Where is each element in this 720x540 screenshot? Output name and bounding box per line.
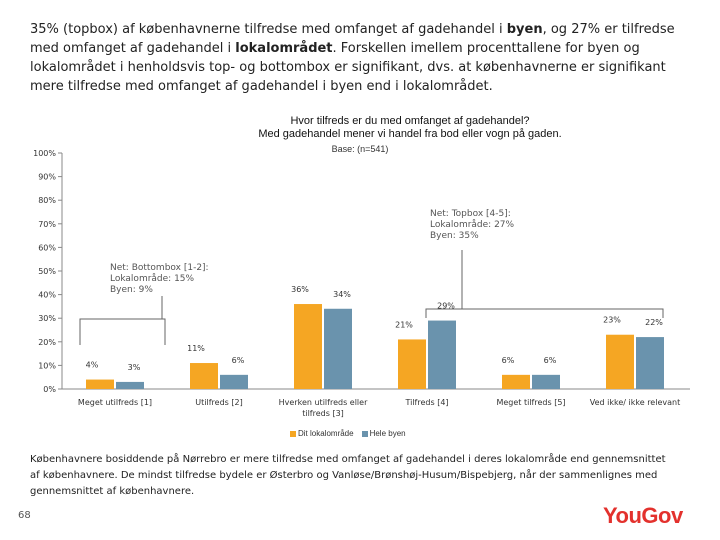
bar-value-label: 4% <box>86 361 99 370</box>
bar-byen <box>220 374 248 389</box>
y-tick-label: 80% <box>38 196 56 205</box>
topbox-note-line1: Net: Topbox [4-5]: <box>430 209 511 219</box>
bar-lokal <box>606 334 634 389</box>
bar-byen <box>428 320 456 389</box>
bottombox-note-line3: Byen: 9% <box>110 285 153 295</box>
intro-text: 35% (topbox) af københavnerne tilfredse … <box>30 20 690 96</box>
topbox-bracket <box>425 308 664 318</box>
x-category-label: Hverken utilfreds eller <box>279 398 368 407</box>
bar-byen <box>636 337 664 389</box>
bar-lokal <box>190 363 218 389</box>
intro-part3: . Forskellen imellem procenttallene for … <box>30 41 666 94</box>
topbox-note: Net: Topbox [4-5]: Lokalområde: 27% Byen… <box>430 209 514 242</box>
bar-value-label: 6% <box>232 356 245 365</box>
intro-bold-byen: byen <box>506 22 543 37</box>
page-number: 68 <box>18 510 31 521</box>
legend-item-byen: Hele byen <box>361 429 406 438</box>
chart-title: Hvor tilfreds er du med omfanget af gade… <box>160 115 660 141</box>
bar-value-label: 3% <box>128 363 141 372</box>
bar-lokal <box>502 374 530 389</box>
bar-value-label: 6% <box>544 356 557 365</box>
y-tick-label: 100% <box>33 149 56 158</box>
y-tick-label: 10% <box>38 361 56 370</box>
bar-value-label: 21% <box>395 320 413 329</box>
footer-text: Københavnere bosiddende på Nørrebro er m… <box>30 454 666 497</box>
base-text: Base: (n=541) <box>331 144 389 154</box>
bar-value-label: 36% <box>291 285 309 294</box>
bar-value-label: 6% <box>502 356 515 365</box>
y-tick-label: 90% <box>38 173 56 182</box>
bar-value-label: 29% <box>437 302 455 311</box>
topbox-note-line2: Lokalområde: 27% <box>430 220 515 230</box>
bar-value-label: 23% <box>603 316 621 325</box>
x-category-label: Ved ikke/ ikke relevant <box>590 398 680 407</box>
bottombox-note-line1: Net: Bottombox [1-2]: <box>110 263 209 273</box>
bar-lokal <box>398 339 426 389</box>
y-tick-label: 50% <box>38 267 56 276</box>
bar-byen <box>116 381 144 389</box>
y-tick-label: 70% <box>38 220 56 229</box>
legend-label-byen: Hele byen <box>369 429 406 438</box>
x-category-label: Meget tilfreds [5] <box>496 398 565 407</box>
y-tick-label: 0% <box>43 385 56 394</box>
legend-item-lokal: Dit lokalområde <box>290 429 354 438</box>
bar-value-label: 11% <box>187 344 205 353</box>
intro-part1: 35% (topbox) af københavnerne tilfredse … <box>30 22 507 37</box>
bottombox-note-line2: Lokalområde: 15% <box>110 274 195 284</box>
x-category-label: Utilfreds [2] <box>195 398 242 407</box>
bar-byen <box>324 308 352 389</box>
bar-lokal <box>86 379 114 389</box>
legend-swatch-lokal <box>290 430 296 437</box>
legend-label-lokal: Dit lokalområde <box>298 429 354 438</box>
bar-value-label: 22% <box>645 318 663 327</box>
x-category-label: Tilfreds [4] <box>404 398 448 407</box>
chart-title-line2: Med gadehandel mener vi handel fra bod e… <box>258 128 562 140</box>
y-tick-label: 30% <box>38 314 56 323</box>
chart-legend: Dit lokalområde Hele byen <box>290 429 406 438</box>
bar-chart: 0% 10% 20% 30% 40% 50% 60% 70% 80% 90% 100% 4% 3% Meg… <box>33 149 690 418</box>
x-category-label: Meget utilfreds [1] <box>78 398 152 407</box>
chart-title-line1: Hvor tilfreds er du med omfanget af gade… <box>290 115 530 127</box>
intro-part2: , og 27% er tilfredse med omfanget af ga… <box>30 22 675 56</box>
intro-bold-lokalomraadet: lokalområdet <box>235 41 333 56</box>
bar-value-label: 34% <box>333 290 351 299</box>
bottombox-bracket <box>79 318 166 345</box>
y-tick-label: 60% <box>38 243 56 252</box>
bottombox-note: Net: Bottombox [1-2]: Lokalområde: 15% B… <box>110 263 209 296</box>
yougov-logo: YouGov <box>603 503 683 528</box>
legend-swatch-byen <box>361 430 368 437</box>
y-tick-label: 40% <box>38 291 56 300</box>
topbox-note-line3: Byen: 35% <box>430 231 479 241</box>
x-category-label: tilfreds [3] <box>302 409 344 418</box>
y-tick-label: 20% <box>38 338 56 347</box>
bar-lokal <box>294 304 322 389</box>
bar-byen <box>532 374 560 389</box>
